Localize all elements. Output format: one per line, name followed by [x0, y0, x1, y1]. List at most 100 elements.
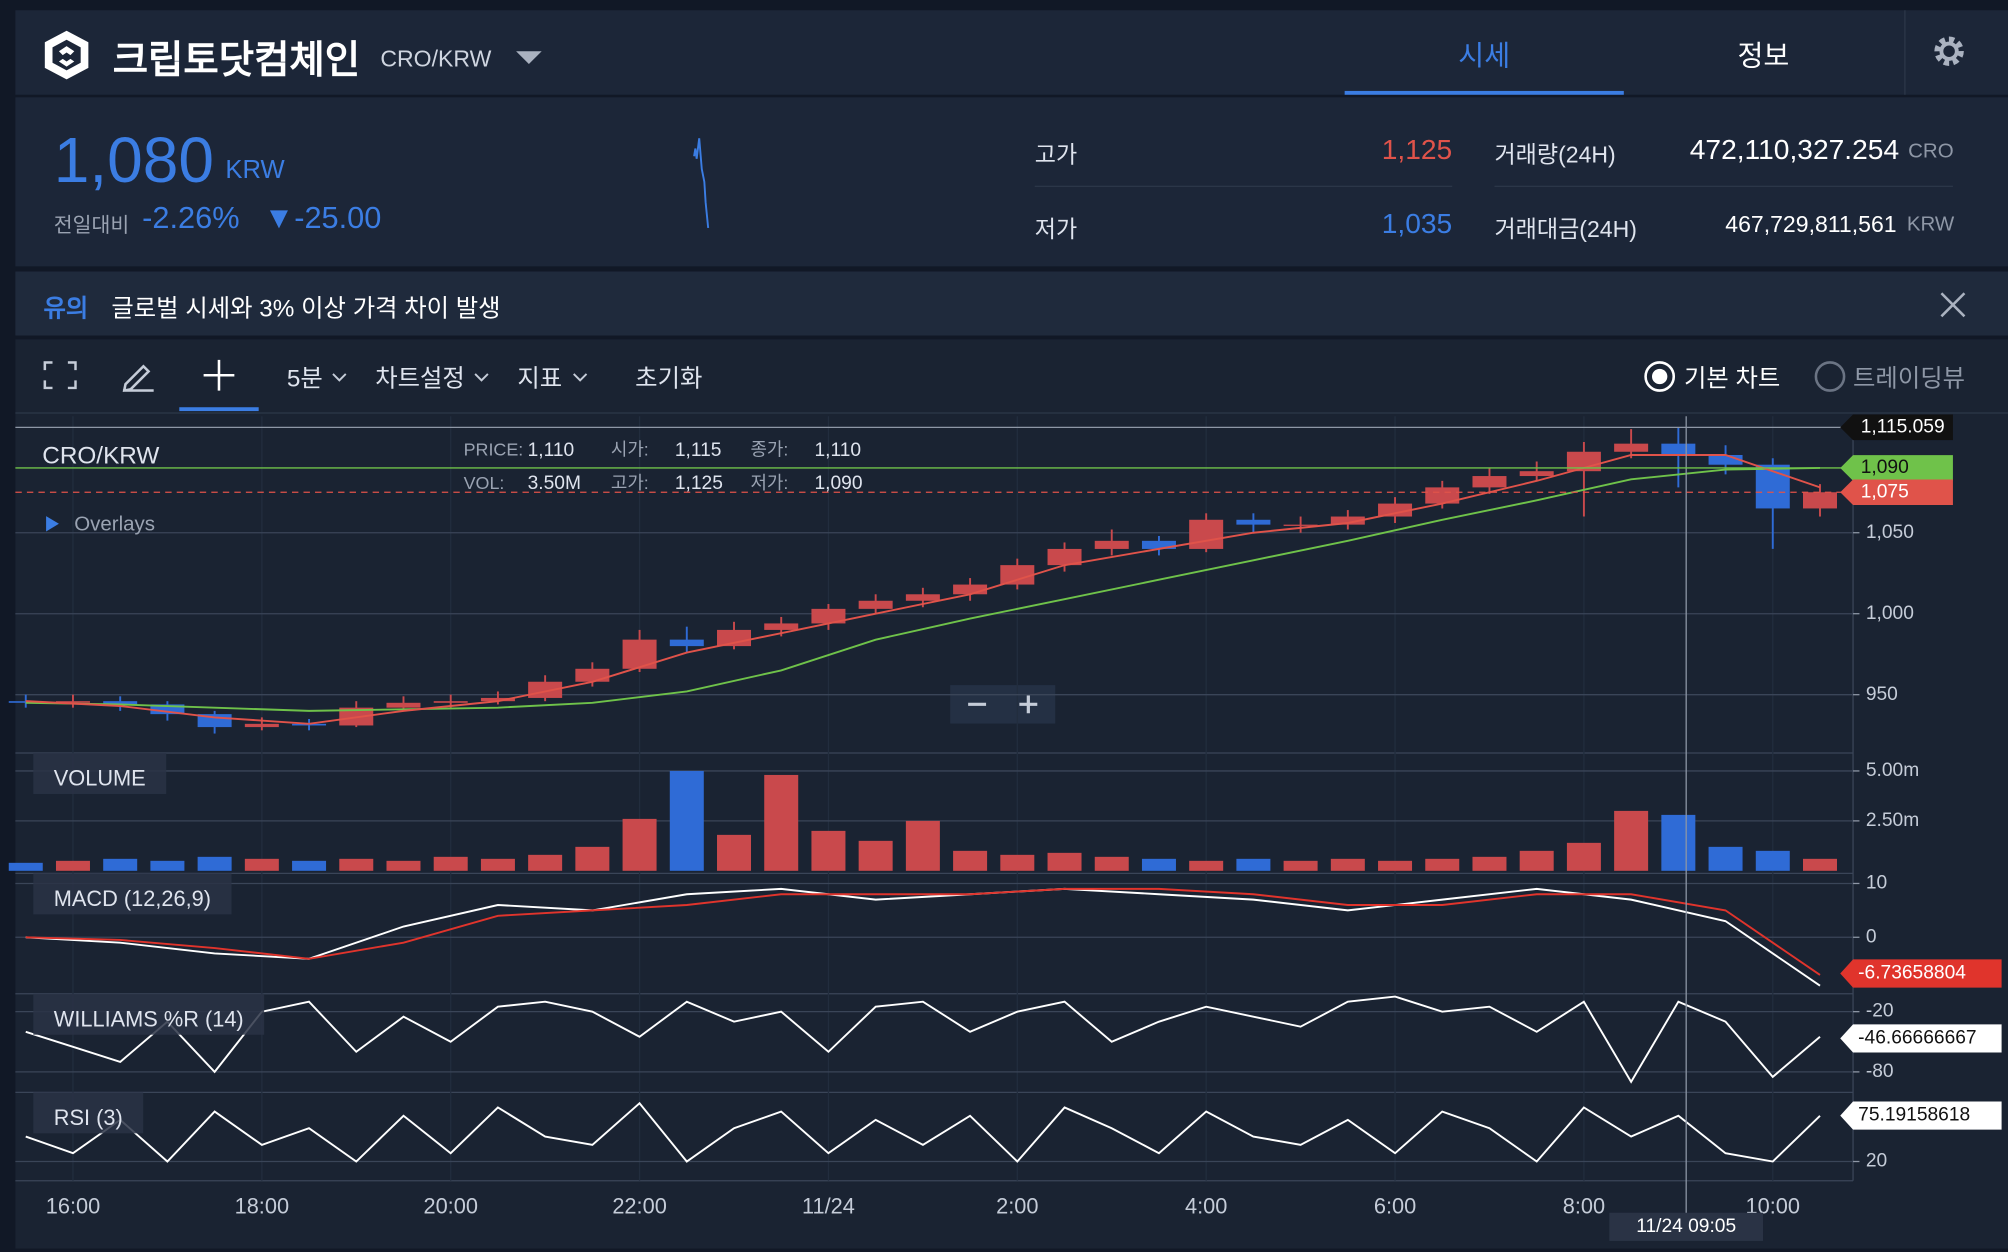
volume-bar [717, 834, 752, 871]
volume-label: 거래량(24H) [1494, 142, 1616, 168]
menu-item[interactable]: 초기화 [635, 366, 703, 394]
candle-body [1236, 519, 1271, 525]
volume-bar [8, 862, 43, 871]
macd-line [25, 887, 1821, 987]
candle-body [244, 723, 279, 728]
candle-body [1094, 540, 1129, 549]
radio-on[interactable] [1642, 359, 1678, 395]
tool-underline [179, 407, 259, 412]
volume-bar [1755, 850, 1790, 871]
pane-borders [15, 416, 1854, 1182]
menu-item[interactable]: 지표 [517, 366, 563, 394]
x-tick-label: 6:00 [1374, 1193, 1416, 1218]
volume-bar [575, 846, 610, 871]
candle-body [669, 639, 704, 647]
info-label: 저가: [750, 473, 788, 493]
candle-body [1661, 443, 1696, 455]
candle-body [55, 701, 90, 703]
candle-body [1000, 565, 1035, 585]
volume-bar [1802, 858, 1837, 871]
candle-body [480, 697, 515, 702]
draw[interactable] [120, 359, 156, 392]
volume-bar [1283, 860, 1318, 871]
volume-bar [1566, 842, 1601, 871]
volume-bar [55, 860, 90, 871]
candle-body [1047, 548, 1082, 566]
y-tick-label: 950 [1866, 684, 1898, 705]
info-value: 3.50M [528, 473, 581, 494]
amount-24h: 467,729,811,561 [1725, 211, 1897, 237]
divider [1494, 185, 1953, 187]
candle-body [1189, 519, 1224, 549]
pane-title-box [33, 752, 167, 794]
volume-bar [1614, 810, 1649, 871]
info-value: 1,110 [814, 440, 861, 461]
candle-body [1283, 524, 1318, 526]
last-value-box [1840, 1024, 2002, 1053]
volume-24h: 472,110,327.254 [1689, 133, 1900, 166]
volume-bar [528, 854, 563, 871]
tab[interactable]: 시세 [1458, 39, 1511, 72]
interval[interactable]: 5분 [286, 366, 323, 394]
x-tick-label: 22:00 [612, 1193, 666, 1218]
price-label: 1,090 [1861, 457, 1909, 478]
change-amount: ▼-25.00 [263, 201, 382, 236]
volume-bar [1000, 854, 1035, 871]
candle-body [811, 608, 846, 624]
volume-bar [339, 858, 374, 871]
candle-body [905, 594, 940, 601]
coin-title: 크립토닷컴체인 [112, 39, 361, 82]
ma-long-line [25, 466, 1821, 712]
volume-bar [669, 770, 704, 871]
menu-item[interactable]: 차트설정 [375, 366, 465, 394]
rsi-line [25, 1101, 1821, 1163]
radio-off[interactable] [1812, 359, 1848, 395]
last-value: -6.73658804 [1858, 963, 1966, 984]
chevrons [332, 373, 588, 382]
pane-title: VOLUME [54, 766, 146, 791]
chart-type[interactable]: 기본 차트 [1684, 366, 1781, 394]
info-label: PRICE: [464, 440, 524, 460]
tab[interactable]: 정보 [1737, 39, 1790, 72]
notice [15, 271, 2008, 336]
x-tick-label: 4:00 [1185, 1193, 1227, 1218]
pane-title-box [33, 993, 265, 1035]
volume-bar [905, 820, 940, 871]
volume-bar [1047, 852, 1082, 871]
dropdown[interactable] [515, 49, 543, 67]
x-tick-label: 16:00 [46, 1193, 100, 1218]
x-tick-label: 18:00 [235, 1193, 289, 1218]
zoom-buttons[interactable] [968, 695, 1038, 714]
y-tick-label: 1,000 [1866, 603, 1914, 624]
volume-bar [197, 856, 232, 871]
close[interactable] [1939, 291, 1967, 319]
volume-bar [1708, 846, 1743, 871]
volume-bar [1661, 814, 1696, 871]
crosshair-tool[interactable] [202, 359, 235, 392]
volume-bar [1141, 858, 1176, 871]
crosshair-label: 11/24 09:05 [1636, 1216, 1736, 1237]
chart-type[interactable]: 트레이딩뷰 [1853, 366, 1965, 394]
low-label: 저가 [1034, 216, 1078, 243]
candle-body [858, 600, 893, 609]
candle-body [1708, 454, 1743, 465]
volume-bar [1425, 858, 1460, 871]
info-label: 종가: [750, 440, 788, 460]
fullscreen[interactable] [43, 361, 77, 390]
y-tick-label: -20 [1866, 1001, 1894, 1022]
sparkline [693, 138, 710, 229]
pane-title-box [33, 873, 232, 915]
change-label: 전일대비 [53, 215, 130, 237]
macd-line [25, 887, 1821, 976]
high: 1,125 [1381, 133, 1453, 166]
ma-short-line [25, 454, 1821, 725]
settings[interactable] [1931, 33, 1967, 69]
volume-bar [1330, 858, 1365, 871]
candle-body [1472, 476, 1507, 488]
info-value: 1,125 [675, 473, 723, 494]
candle-body [433, 701, 468, 703]
y-tick-label: 10 [1866, 873, 1887, 894]
high-label: 고가 [1034, 142, 1078, 168]
candle-body [1614, 443, 1649, 452]
